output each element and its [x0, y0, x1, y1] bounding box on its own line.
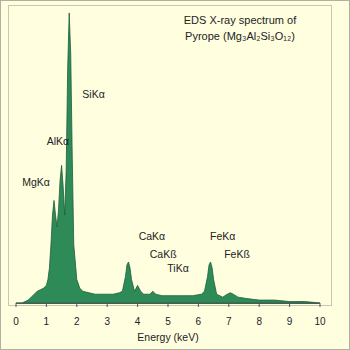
peak-label: SiKα — [82, 88, 104, 100]
peak-label: CaKß — [150, 248, 177, 260]
x-tick-label: 2 — [74, 316, 80, 327]
peak-label: FeKß — [224, 248, 250, 260]
title: EDS X-ray spectrum of — [184, 14, 297, 26]
peak-label: AlKα — [47, 135, 69, 147]
x-tick — [16, 303, 17, 307]
peak-label: TiKα — [167, 262, 188, 274]
subtitle: Pyrope (Mg₃Al₂Si₃O₁₂) — [185, 30, 295, 42]
background — [1, 1, 350, 350]
x-tick-label: 8 — [256, 316, 262, 327]
x-tick — [137, 303, 138, 307]
x-tick — [107, 303, 108, 307]
x-tick-label: 5 — [165, 316, 171, 327]
x-tick-label: 7 — [226, 316, 232, 327]
x-tick-label: 4 — [135, 316, 141, 327]
x-tick — [168, 303, 169, 307]
x-tick — [76, 303, 77, 307]
spectrum-area — [16, 13, 320, 303]
plot-area — [16, 13, 320, 303]
x-tick — [259, 303, 260, 307]
peak-label: FeKα — [210, 230, 235, 242]
x-tick-label: 10 — [314, 316, 326, 327]
x-tick-label: 3 — [104, 316, 110, 327]
x-axis-label: Energy (keV) — [137, 331, 198, 343]
x-tick-label: 1 — [44, 316, 50, 327]
x-tick-label: 6 — [196, 316, 202, 327]
x-tick — [228, 303, 229, 307]
plot-frame — [9, 6, 332, 306]
x-tick-label: 0 — [13, 316, 19, 327]
peak-label: MgKα — [22, 176, 50, 188]
chart: 0 1 2 3 4 5 6 7 8 9 10 Energy (keV) EDS X-ray spectr… — [0, 0, 350, 350]
x-tick — [289, 303, 290, 307]
x-tick — [46, 303, 47, 307]
peak-label: CaKα — [139, 230, 166, 242]
x-tick-label: 9 — [287, 316, 293, 327]
x-tick — [320, 303, 321, 307]
x-tick — [198, 303, 199, 307]
